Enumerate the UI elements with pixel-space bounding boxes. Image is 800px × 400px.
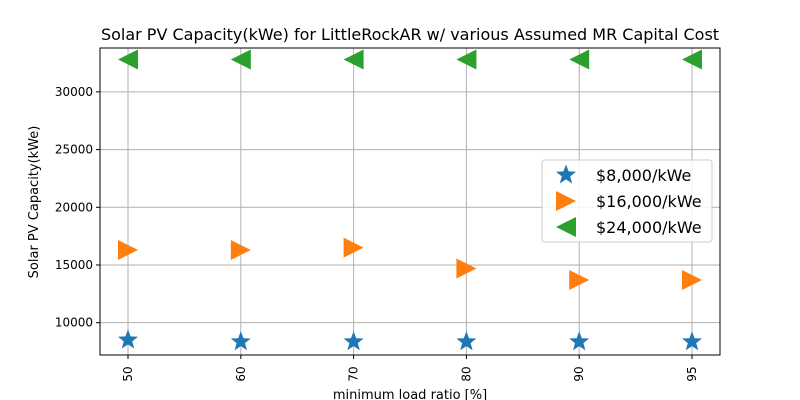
x-tick-label: 60 [234, 366, 248, 381]
y-axis: 10000 15000 20000 25000 30000 [55, 85, 100, 330]
data-point [343, 49, 364, 70]
data-point [569, 269, 590, 290]
chart-title: Solar PV Capacity(kWe) for LittleRockAR … [101, 25, 719, 44]
y-tick-label: 25000 [55, 143, 93, 157]
y-axis-title: Solar PV Capacity(kWe) [27, 126, 42, 279]
y-tick-label: 15000 [55, 258, 93, 272]
data-point [230, 331, 251, 351]
data-point [118, 329, 138, 349]
data-point [343, 331, 364, 351]
data-point [682, 331, 702, 351]
x-tick-label: 80 [459, 366, 473, 381]
data-point [230, 239, 251, 260]
x-tick-label: 50 [121, 366, 135, 381]
data-point [682, 49, 702, 70]
y-tick-label: 20000 [55, 200, 93, 214]
legend-frame [541, 159, 713, 243]
x-axis-title: minimum load ratio [%] [333, 388, 487, 400]
x-tick-label: 70 [347, 366, 361, 381]
y-tick-label: 30000 [55, 85, 93, 99]
legend: $8,000/kWe $16,000/kWe $24,000/kWe [541, 159, 713, 243]
data-point [118, 239, 138, 260]
data-point [682, 269, 702, 290]
x-tick-label: 95 [685, 366, 699, 381]
data-point [569, 49, 590, 70]
data-point [456, 258, 477, 279]
legend-marker [556, 164, 576, 184]
data-point [343, 237, 364, 258]
plot-frame [99, 47, 721, 356]
data-point [456, 331, 477, 351]
legend-label: $16,000/kWe [596, 192, 702, 211]
legend-marker [556, 191, 576, 211]
legend-marker [556, 217, 576, 237]
x-tick-label: 90 [572, 366, 586, 381]
data-marks [118, 49, 702, 351]
legend-label: $8,000/kWe [596, 166, 691, 185]
data-point [569, 331, 590, 351]
data-point [118, 49, 138, 70]
y-tick-label: 10000 [55, 316, 93, 330]
legend-label: $24,000/kWe [596, 218, 702, 237]
data-point [456, 49, 477, 70]
data-point [230, 49, 251, 70]
x-axis: 50 60 70 80 90 95 [121, 355, 699, 382]
